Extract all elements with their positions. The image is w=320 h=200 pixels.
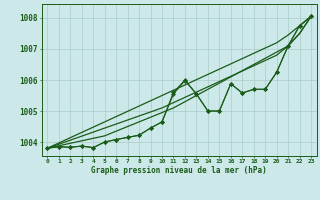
X-axis label: Graphe pression niveau de la mer (hPa): Graphe pression niveau de la mer (hPa)	[91, 166, 267, 175]
